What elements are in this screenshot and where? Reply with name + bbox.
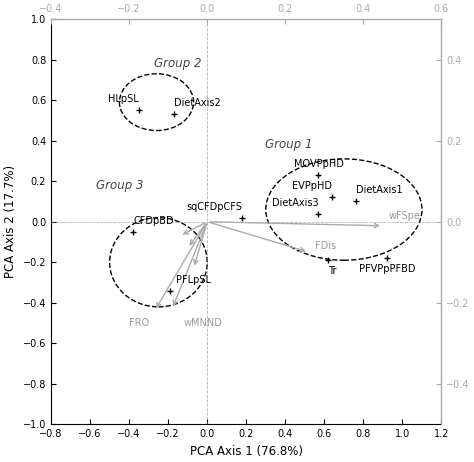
Text: Group 1: Group 1 xyxy=(265,138,313,151)
Y-axis label: PCA Axis 2 (17.7%): PCA Axis 2 (17.7%) xyxy=(4,165,17,278)
Text: FDis: FDis xyxy=(315,241,336,251)
Text: CFDpBD: CFDpBD xyxy=(133,216,173,226)
Text: wMNND: wMNND xyxy=(184,318,223,328)
Text: PFVPpPFBD: PFVPpPFBD xyxy=(358,264,415,274)
Text: DietAxis2: DietAxis2 xyxy=(174,98,221,108)
Text: Tr: Tr xyxy=(328,266,337,276)
Text: FRO: FRO xyxy=(128,318,149,328)
Text: Group 3: Group 3 xyxy=(96,179,143,192)
Text: MOVPpHD: MOVPpHD xyxy=(293,159,344,169)
Text: Group 2: Group 2 xyxy=(154,57,202,70)
Text: DietAxis1: DietAxis1 xyxy=(356,185,402,195)
Text: EVPpHD: EVPpHD xyxy=(292,181,332,191)
X-axis label: PCA Axis 1 (76.8%): PCA Axis 1 (76.8%) xyxy=(190,445,303,458)
Text: PFLpSL: PFLpSL xyxy=(176,274,211,285)
Text: wFSpe: wFSpe xyxy=(389,211,420,221)
Text: HLpSL: HLpSL xyxy=(108,94,139,104)
Text: sqCFDpCFS: sqCFDpCFS xyxy=(186,201,242,212)
Text: DietAxis3: DietAxis3 xyxy=(272,198,319,207)
